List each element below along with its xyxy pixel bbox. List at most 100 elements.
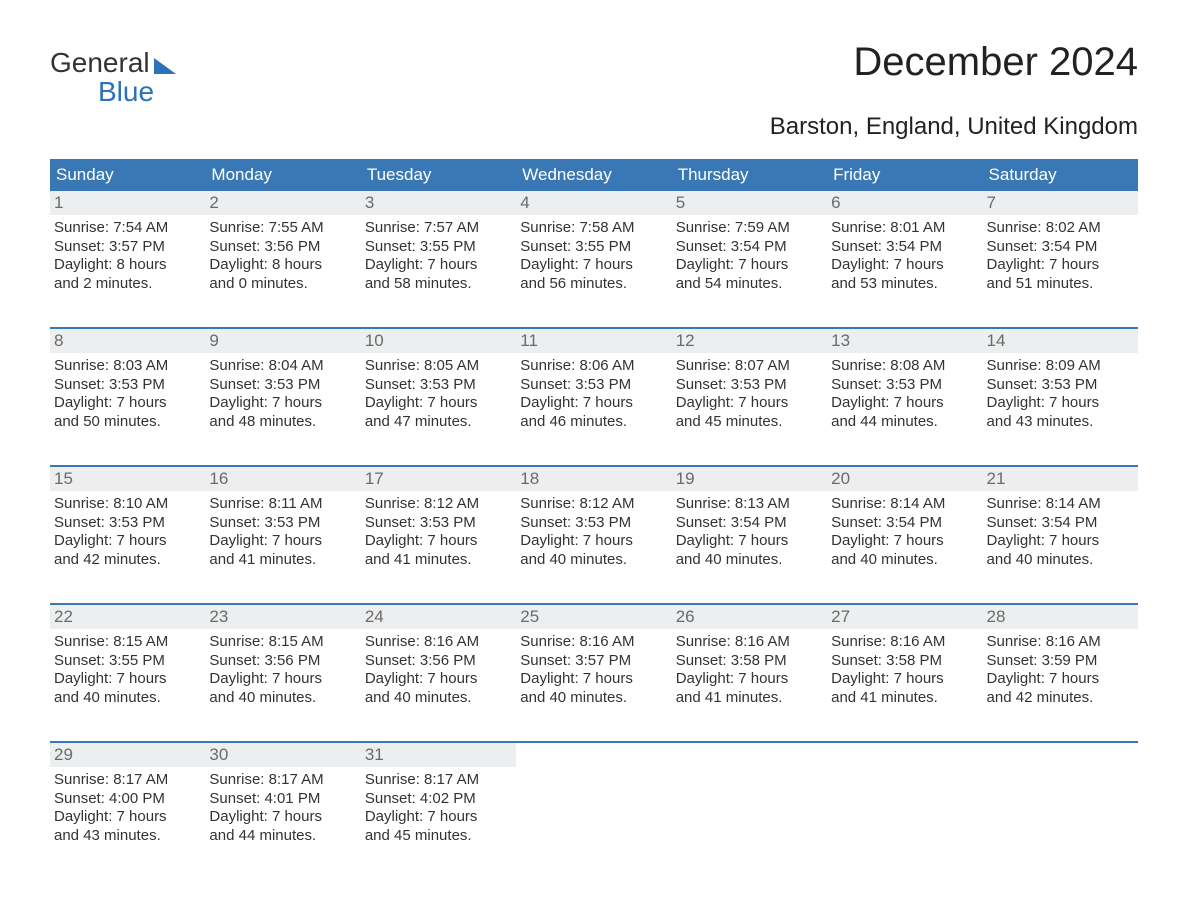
day-number: 3: [361, 191, 516, 215]
calendar-week: 29Sunrise: 8:17 AM Sunset: 4:00 PMDayligh…: [50, 741, 1138, 863]
day-number: 28: [983, 605, 1138, 629]
daylight-text: and 43 minutes.: [54, 827, 201, 846]
day-body: [827, 767, 982, 775]
calendar-week: 15Sunrise: 8:10 AMSunset: 3:53 PMDayligh…: [50, 465, 1138, 587]
day-number: 2: [205, 191, 360, 215]
daylight-text: Daylight: 7 hours: [209, 532, 356, 551]
day-number: [672, 743, 827, 767]
daylight-text: Daylight: 7 hours: [520, 670, 667, 689]
calendar-day: 24Sunrise: 8:16 AMSunset: 3:56 PMDayligh…: [361, 605, 516, 725]
sunset-text: Sunset: 3:57 PM: [520, 652, 667, 671]
daylight-text: and 40 minutes.: [676, 551, 823, 570]
day-header: Sunday: [50, 159, 205, 191]
sunset-text: Sunset: 4:00 PM: [54, 790, 201, 809]
day-body: Sunrise: 8:12 AMSunset: 3:53 PMDaylight:…: [516, 491, 671, 574]
day-body: Sunrise: 8:15 AMSunset: 3:56 PMDaylight:…: [205, 629, 360, 712]
calendar-day: 15Sunrise: 8:10 AMSunset: 3:53 PMDayligh…: [50, 467, 205, 587]
sunrise-text: Sunrise: 7:55 AM: [209, 219, 356, 238]
sunrise-text: Sunrise: 8:13 AM: [676, 495, 823, 514]
daylight-text: Daylight: 7 hours: [987, 670, 1134, 689]
daylight-text: Daylight: 7 hours: [209, 670, 356, 689]
sunset-text: Sunset: 3:56 PM: [209, 652, 356, 671]
daylight-text: and 40 minutes.: [365, 689, 512, 708]
page-title: December 2024: [853, 40, 1138, 85]
sunrise-text: Sunrise: 8:16 AM: [520, 633, 667, 652]
sunset-text: Sunset: 3:53 PM: [209, 376, 356, 395]
daylight-text: and 44 minutes.: [831, 413, 978, 432]
sunrise-text: Sunrise: 7:54 AM: [54, 219, 201, 238]
daylight-text: Daylight: 7 hours: [831, 256, 978, 275]
day-number: 21: [983, 467, 1138, 491]
day-number: 14: [983, 329, 1138, 353]
daylight-text: Daylight: 7 hours: [54, 670, 201, 689]
day-number: 26: [672, 605, 827, 629]
calendar-day: 30Sunrise: 8:17 AMSunset: 4:01 PMDayligh…: [205, 743, 360, 863]
calendar: Sunday Monday Tuesday Wednesday Thursday…: [50, 159, 1138, 863]
daylight-text: and 40 minutes.: [54, 689, 201, 708]
sunset-text: Sunset: 4:01 PM: [209, 790, 356, 809]
calendar-day: 20Sunrise: 8:14 AMSunset: 3:54 PMDayligh…: [827, 467, 982, 587]
calendar-day: 26Sunrise: 8:16 AMSunset: 3:58 PMDayligh…: [672, 605, 827, 725]
calendar-day: 3Sunrise: 7:57 AMSunset: 3:55 PMDaylight…: [361, 191, 516, 311]
sunset-text: Sunset: 3:55 PM: [520, 238, 667, 257]
calendar-day: [983, 743, 1138, 863]
day-body: Sunrise: 8:16 AMSunset: 3:58 PMDaylight:…: [672, 629, 827, 712]
daylight-text: Daylight: 7 hours: [831, 532, 978, 551]
sunset-text: Sunset: 3:55 PM: [365, 238, 512, 257]
day-number: 10: [361, 329, 516, 353]
day-body: Sunrise: 8:03 AMSunset: 3:53 PMDaylight:…: [50, 353, 205, 436]
daylight-text: and 50 minutes.: [54, 413, 201, 432]
calendar-day: 13Sunrise: 8:08 AMSunset: 3:53 PMDayligh…: [827, 329, 982, 449]
sunset-text: Sunset: 3:54 PM: [676, 238, 823, 257]
calendar-day: 23Sunrise: 8:15 AMSunset: 3:56 PMDayligh…: [205, 605, 360, 725]
calendar-day: 7Sunrise: 8:02 AMSunset: 3:54 PMDaylight…: [983, 191, 1138, 311]
daylight-text: Daylight: 7 hours: [520, 394, 667, 413]
calendar-day: 21Sunrise: 8:14 AMSunset: 3:54 PMDayligh…: [983, 467, 1138, 587]
day-number: 1: [50, 191, 205, 215]
sunrise-text: Sunrise: 8:02 AM: [987, 219, 1134, 238]
sunrise-text: Sunrise: 8:16 AM: [831, 633, 978, 652]
daylight-text: Daylight: 7 hours: [520, 532, 667, 551]
day-body: Sunrise: 8:11 AMSunset: 3:53 PMDaylight:…: [205, 491, 360, 574]
daylight-text: Daylight: 7 hours: [54, 808, 201, 827]
sunset-text: Sunset: 3:53 PM: [54, 514, 201, 533]
day-number: 13: [827, 329, 982, 353]
daylight-text: Daylight: 7 hours: [365, 670, 512, 689]
sunrise-text: Sunrise: 8:08 AM: [831, 357, 978, 376]
day-header: Tuesday: [361, 159, 516, 191]
day-number: 15: [50, 467, 205, 491]
calendar-day: 6Sunrise: 8:01 AMSunset: 3:54 PMDaylight…: [827, 191, 982, 311]
calendar-day: 17Sunrise: 8:12 AMSunset: 3:53 PMDayligh…: [361, 467, 516, 587]
calendar-day: 11Sunrise: 8:06 AMSunset: 3:53 PMDayligh…: [516, 329, 671, 449]
day-number: 30: [205, 743, 360, 767]
day-number: 7: [983, 191, 1138, 215]
day-body: Sunrise: 7:54 AMSunset: 3:57 PMDaylight:…: [50, 215, 205, 298]
day-body: Sunrise: 8:01 AMSunset: 3:54 PMDaylight:…: [827, 215, 982, 298]
day-body: Sunrise: 8:07 AMSunset: 3:53 PMDaylight:…: [672, 353, 827, 436]
day-number: 6: [827, 191, 982, 215]
calendar-day: 16Sunrise: 8:11 AMSunset: 3:53 PMDayligh…: [205, 467, 360, 587]
daylight-text: Daylight: 7 hours: [54, 532, 201, 551]
day-body: Sunrise: 8:16 AMSunset: 3:58 PMDaylight:…: [827, 629, 982, 712]
daylight-text: Daylight: 7 hours: [987, 532, 1134, 551]
day-number: 23: [205, 605, 360, 629]
sunrise-text: Sunrise: 8:03 AM: [54, 357, 201, 376]
daylight-text: Daylight: 7 hours: [365, 532, 512, 551]
day-number: [516, 743, 671, 767]
sunset-text: Sunset: 3:53 PM: [365, 376, 512, 395]
day-number: 11: [516, 329, 671, 353]
daylight-text: and 56 minutes.: [520, 275, 667, 294]
sunset-text: Sunset: 3:54 PM: [831, 514, 978, 533]
sunrise-text: Sunrise: 8:17 AM: [209, 771, 356, 790]
day-number: 12: [672, 329, 827, 353]
calendar-day: 27Sunrise: 8:16 AMSunset: 3:58 PMDayligh…: [827, 605, 982, 725]
day-number: 29: [50, 743, 205, 767]
daylight-text: Daylight: 7 hours: [365, 394, 512, 413]
sunset-text: Sunset: 4:02 PM: [365, 790, 512, 809]
daylight-text: and 2 minutes.: [54, 275, 201, 294]
day-number: 8: [50, 329, 205, 353]
sunset-text: Sunset: 3:57 PM: [54, 238, 201, 257]
sunset-text: Sunset: 3:54 PM: [987, 514, 1134, 533]
day-number: 9: [205, 329, 360, 353]
page-subtitle: Barston, England, United Kingdom: [50, 113, 1138, 141]
